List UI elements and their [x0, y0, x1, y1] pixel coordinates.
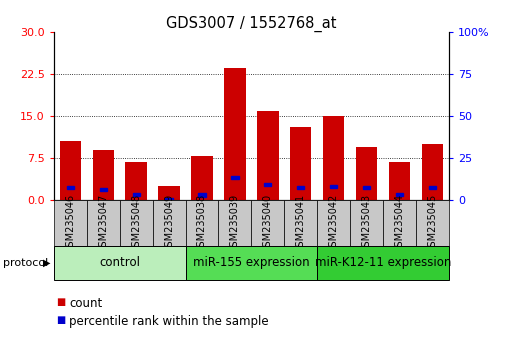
Bar	[54, 200, 87, 246]
Bar	[100, 188, 107, 192]
Text: GSM235038: GSM235038	[197, 193, 207, 253]
Text: ■: ■	[56, 297, 66, 307]
Bar	[264, 183, 271, 187]
Text: GSM235043: GSM235043	[362, 193, 371, 253]
Text: ▶: ▶	[44, 258, 51, 268]
Text: protocol: protocol	[3, 258, 48, 268]
Text: GSM235048: GSM235048	[131, 193, 141, 253]
Bar	[120, 200, 152, 246]
Bar	[429, 186, 436, 189]
Text: miR-155 expression: miR-155 expression	[193, 256, 310, 269]
Text: GSM235039: GSM235039	[230, 193, 240, 253]
Bar	[383, 200, 416, 246]
Bar	[159, 186, 180, 200]
Bar	[60, 141, 81, 200]
Bar	[54, 246, 186, 280]
Bar	[330, 185, 337, 188]
Bar	[92, 149, 114, 200]
Text: miR-K12-11 expression: miR-K12-11 expression	[315, 256, 451, 269]
Bar	[191, 156, 213, 200]
Title: GDS3007 / 1552768_at: GDS3007 / 1552768_at	[166, 16, 337, 32]
Bar	[231, 176, 239, 179]
Text: GSM235046: GSM235046	[65, 193, 75, 253]
Bar	[317, 246, 449, 280]
Bar	[297, 186, 304, 189]
Bar	[186, 200, 219, 246]
Bar	[350, 200, 383, 246]
Text: GSM235044: GSM235044	[394, 193, 404, 253]
Bar	[323, 116, 344, 200]
Text: GSM235040: GSM235040	[263, 193, 273, 253]
Bar	[132, 193, 140, 196]
Bar	[389, 162, 410, 200]
Bar	[186, 246, 317, 280]
Text: count: count	[69, 297, 103, 310]
Bar	[251, 200, 284, 246]
Text: GSM235045: GSM235045	[427, 193, 438, 253]
Text: percentile rank within the sample: percentile rank within the sample	[69, 315, 269, 328]
Bar	[257, 112, 279, 200]
Bar	[224, 68, 246, 200]
Bar	[219, 200, 251, 246]
Bar	[356, 147, 377, 200]
Text: GSM235049: GSM235049	[164, 193, 174, 253]
Text: ■: ■	[56, 315, 66, 325]
Text: control: control	[99, 256, 140, 269]
Text: GSM235047: GSM235047	[98, 193, 108, 253]
Bar	[166, 198, 173, 201]
Bar	[87, 200, 120, 246]
Bar	[363, 186, 370, 189]
Bar	[284, 200, 317, 246]
Bar	[317, 200, 350, 246]
Bar	[290, 127, 311, 200]
Bar	[416, 200, 449, 246]
Bar	[422, 144, 443, 200]
Text: GSM235042: GSM235042	[329, 193, 339, 253]
Bar	[126, 162, 147, 200]
Bar	[67, 186, 74, 189]
Bar	[199, 193, 206, 196]
Text: GSM235041: GSM235041	[296, 193, 306, 253]
Bar	[152, 200, 186, 246]
Bar	[396, 193, 403, 196]
